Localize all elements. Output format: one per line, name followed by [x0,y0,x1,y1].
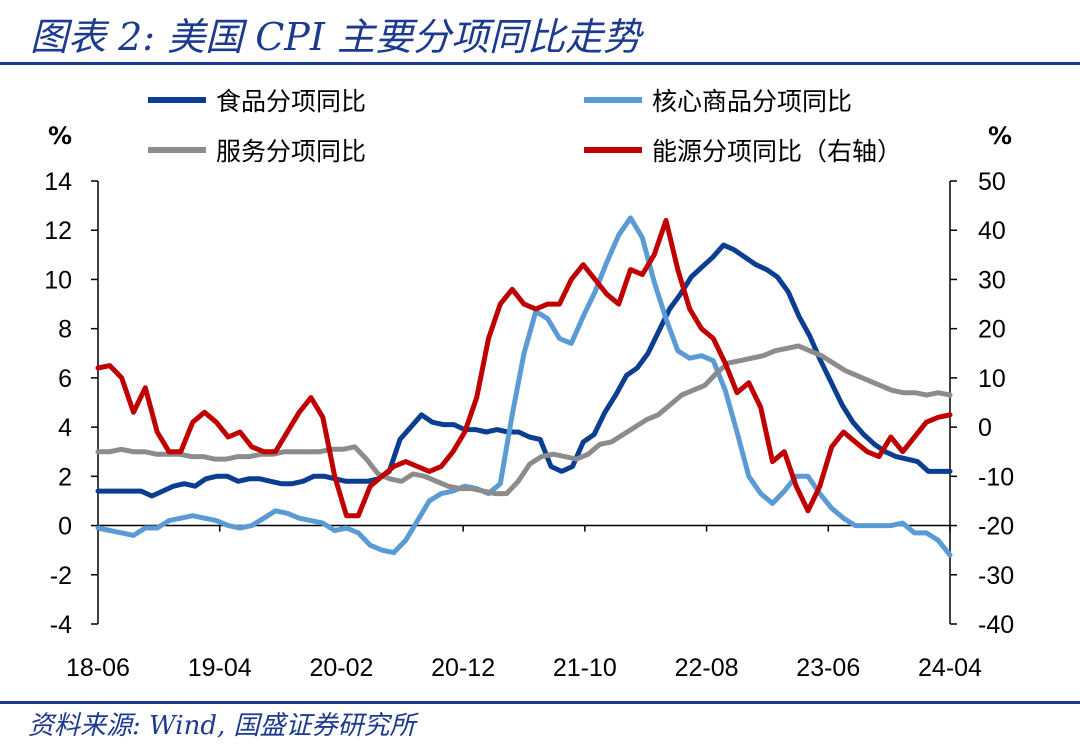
left-tick-label: 4 [58,414,72,442]
right-tick-label: 50 [978,168,1006,196]
x-tick-label: 18-06 [66,654,130,682]
x-tick-label: 23-06 [796,654,860,682]
left-tick-label: 6 [58,365,72,393]
right-tick-label: 0 [978,414,992,442]
series-line-0 [95,242,953,499]
x-tick-label: 24-04 [918,654,982,682]
legend-swatch-core-goods [584,97,642,103]
right-tick-label: -20 [978,513,1014,541]
legend-item-food: 食品分项同比 [148,82,366,118]
x-tick-label: 19-04 [188,654,252,682]
title-rule [0,62,1080,65]
source-rule [0,701,1080,704]
legend-item-core-goods: 核心商品分项同比 [584,82,852,118]
right-tick-label: -30 [978,562,1014,590]
legend-label-food: 食品分项同比 [216,87,367,116]
right-tick-label: 20 [978,316,1006,344]
left-tick-label: 12 [44,217,72,245]
series-line-1 [95,215,953,558]
legend-swatch-food [148,97,206,103]
figure-title: 图表 2: 美国 CPI 主要分项同比走势 [30,15,641,59]
left-tick-label: 10 [44,266,72,294]
left-tick-label: -2 [50,562,72,590]
x-tick-label: 20-02 [309,654,373,682]
right-tick-label: -40 [978,611,1014,639]
source-note: 资料来源: Wind, 国盛证券研究所 [28,711,416,741]
right-tick-label: 10 [978,365,1006,393]
legend-label-core-goods: 核心商品分项同比 [652,87,853,116]
x-tick-label: 22-08 [675,654,739,682]
legend-swatch-energy [584,147,642,153]
right-tick-label: 30 [978,266,1006,294]
legend-swatch-services [148,147,206,153]
legend-item-services: 服务分项同比 [148,132,366,168]
series-line-3 [95,217,953,519]
legend-label-services: 服务分项同比 [216,137,367,166]
x-tick-label: 20-12 [431,654,495,682]
left-tick-label: 2 [58,463,72,491]
left-tick-label: 14 [44,168,72,196]
right-tick-label: -10 [978,463,1014,491]
cpi-line-chart: 14121086420-2-450403020100-10-20-30-4018… [44,168,1014,682]
left-axis-unit: % [48,122,73,150]
left-tick-label: -4 [50,611,72,639]
right-axis-unit: % [988,122,1013,150]
legend-item-energy: 能源分项同比（右轴） [584,132,902,168]
legend-label-energy: 能源分项同比（右轴） [652,137,903,166]
left-tick-label: 0 [58,513,72,541]
left-tick-label: 8 [58,316,72,344]
right-tick-label: 40 [978,217,1006,245]
x-tick-label: 21-10 [553,654,617,682]
series-line-2 [95,343,953,497]
